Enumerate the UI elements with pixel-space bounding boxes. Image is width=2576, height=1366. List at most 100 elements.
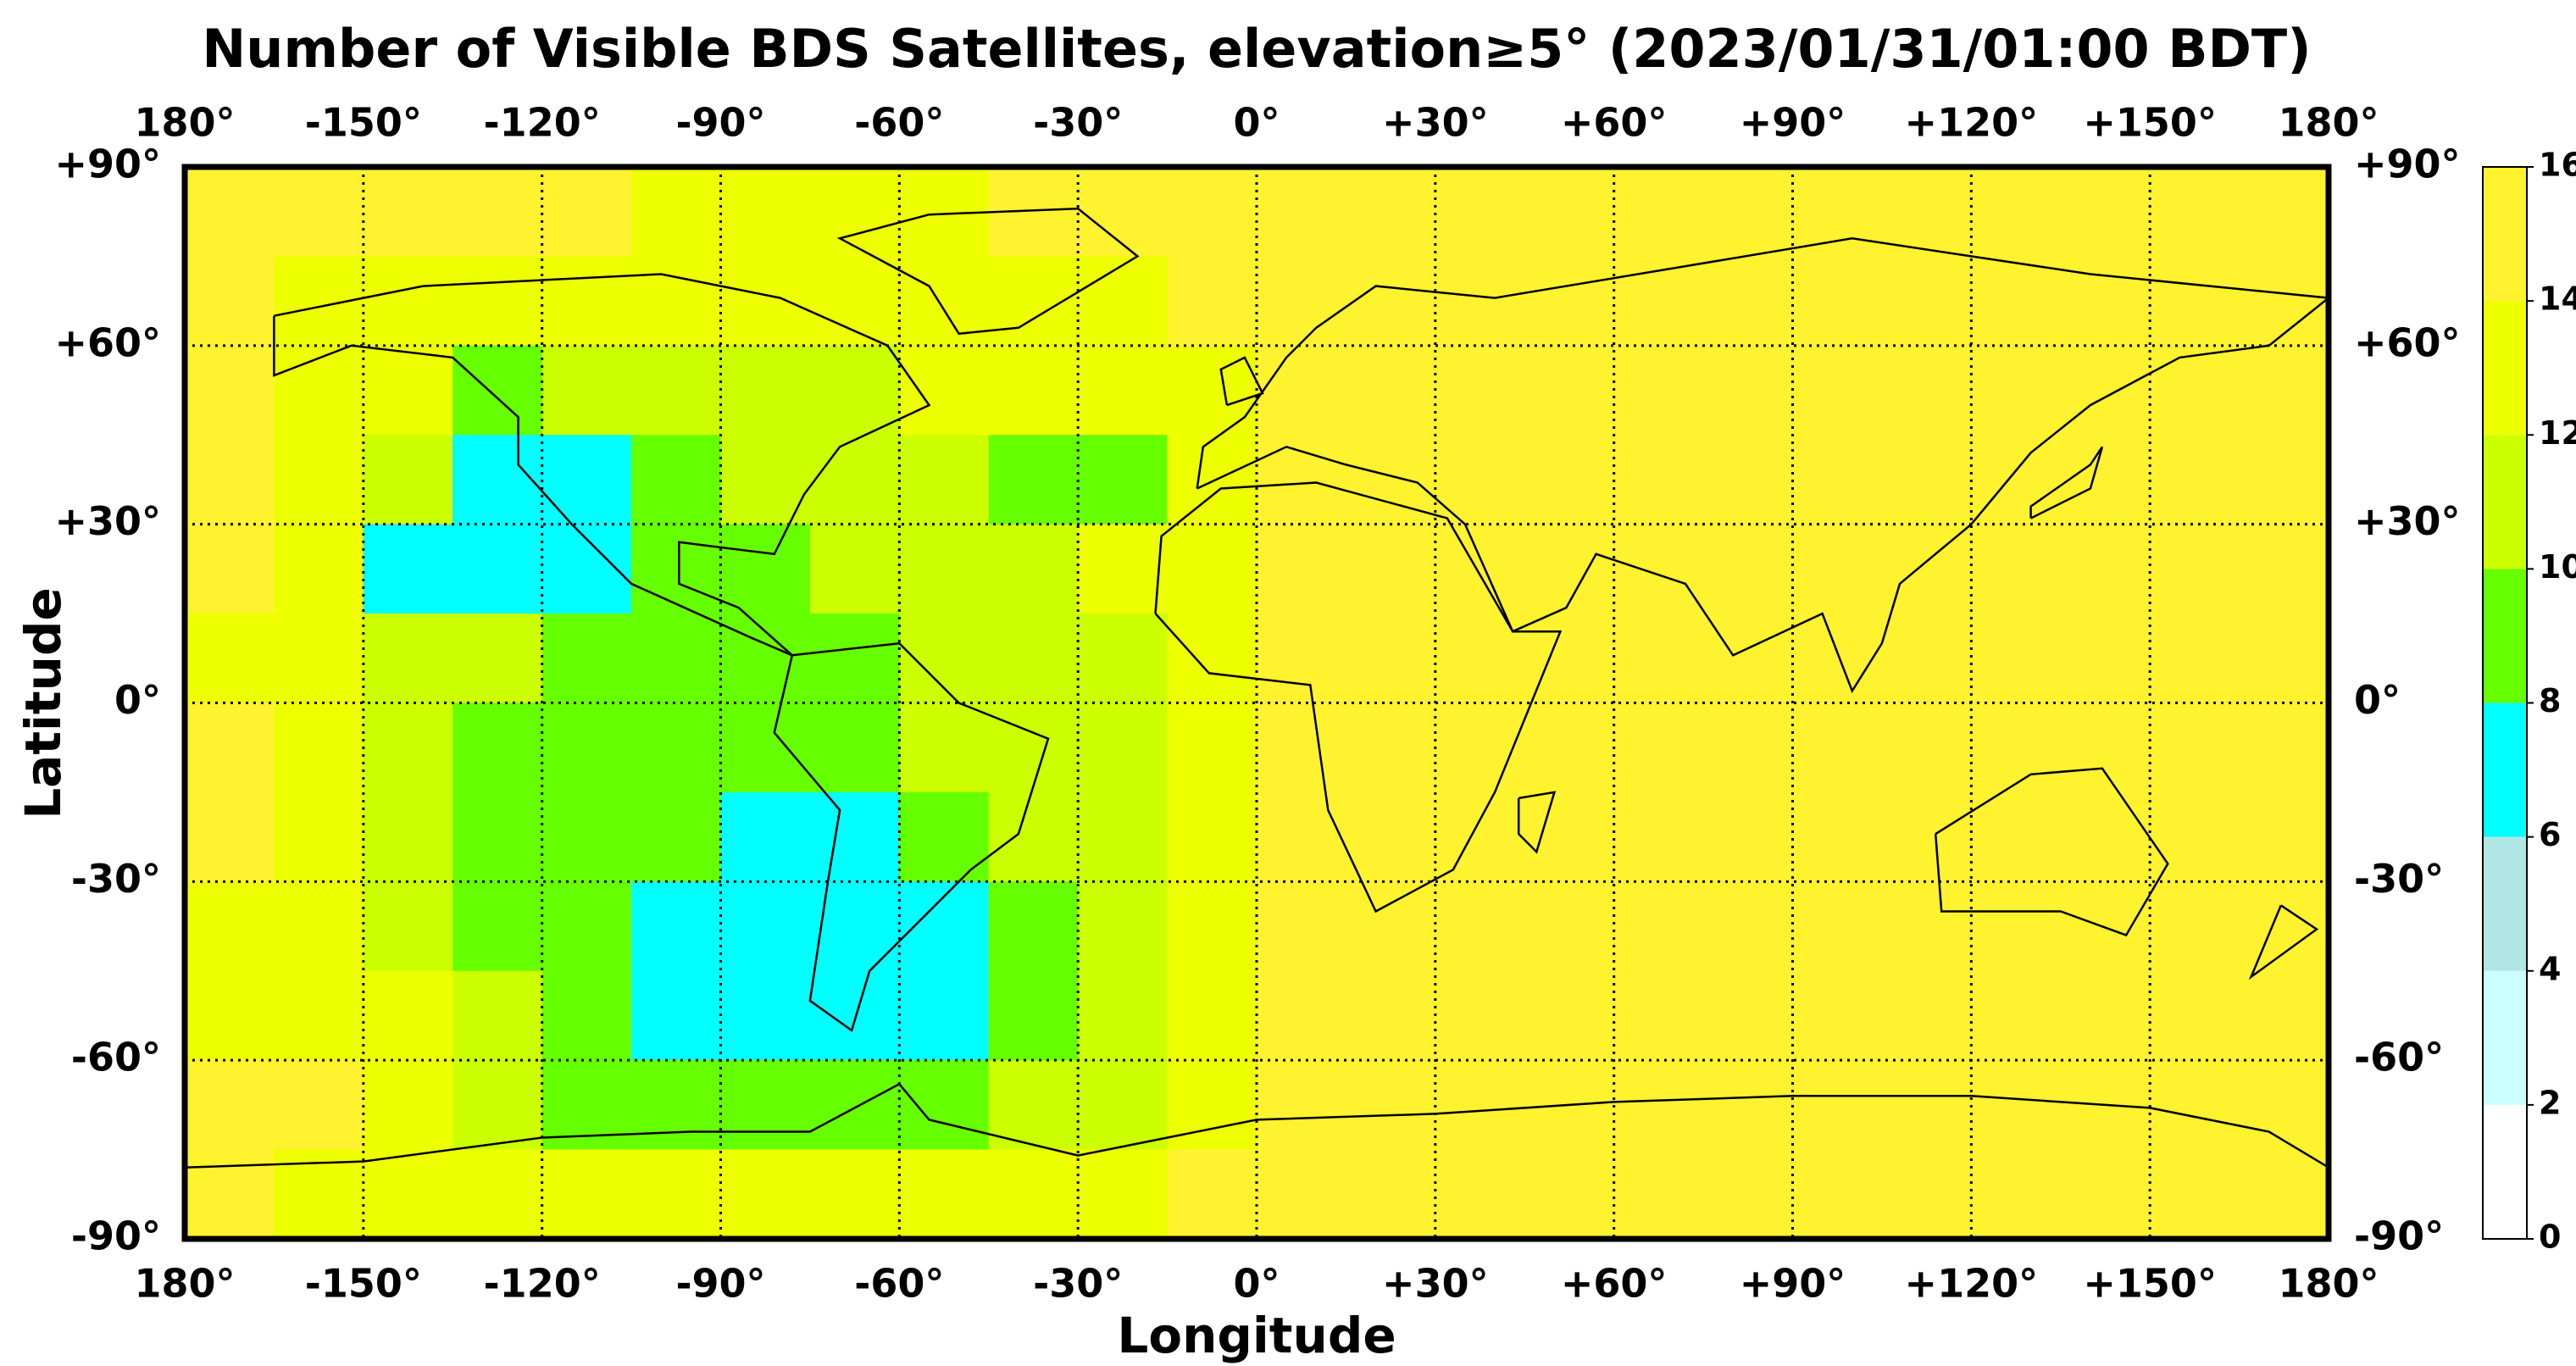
heat-cell bbox=[899, 1149, 990, 1240]
heat-cell bbox=[809, 881, 900, 972]
heat-cell bbox=[1257, 1060, 1347, 1151]
y-tick-label: -90° bbox=[71, 1213, 161, 1259]
heat-cell bbox=[631, 970, 722, 1061]
heatmap bbox=[185, 167, 2329, 1240]
heat-cell bbox=[720, 524, 811, 614]
heat-cell bbox=[1346, 256, 1436, 347]
heat-cell bbox=[2150, 345, 2240, 436]
heat-cell bbox=[1346, 345, 1436, 436]
heat-cell bbox=[1613, 1060, 1704, 1151]
colorbar-tick-label: 10 bbox=[2539, 548, 2576, 586]
heat-cell bbox=[1524, 881, 1615, 972]
heat-cell bbox=[2239, 256, 2329, 347]
heat-cell bbox=[1881, 345, 1972, 436]
heat-cell bbox=[720, 702, 811, 793]
heat-cell bbox=[2060, 167, 2151, 258]
heat-cell bbox=[1346, 435, 1436, 525]
heat-cell bbox=[1792, 614, 1883, 704]
heat-cell bbox=[809, 702, 900, 793]
heat-cell bbox=[1346, 970, 1436, 1061]
x-tick-label-top: 180° bbox=[134, 100, 235, 146]
heat-cell bbox=[363, 167, 453, 258]
heat-cell bbox=[1435, 1149, 1525, 1240]
heat-cell bbox=[1792, 435, 1883, 525]
y-tick-label: 0° bbox=[114, 677, 161, 723]
heat-cell bbox=[2239, 167, 2329, 258]
chart-title: Number of Visible BDS Satellites, elevat… bbox=[202, 18, 2311, 80]
heat-cell bbox=[541, 881, 632, 972]
heat-cell bbox=[363, 614, 453, 704]
plot-frame bbox=[181, 164, 2332, 1242]
heat-cell bbox=[1435, 345, 1525, 436]
heat-cell bbox=[452, 167, 543, 258]
heat-cell bbox=[1971, 345, 2062, 436]
heat-cell bbox=[1971, 970, 2062, 1061]
y-tick-label: -60° bbox=[71, 1035, 161, 1080]
heat-cell bbox=[1792, 702, 1883, 793]
heat-cell bbox=[1971, 881, 2062, 972]
heat-cell bbox=[988, 970, 1079, 1061]
x-tick-label: -120° bbox=[484, 1261, 601, 1307]
heat-cell bbox=[631, 1060, 722, 1151]
heat-cell bbox=[2150, 167, 2240, 258]
heat-cell bbox=[2060, 256, 2151, 347]
coastline bbox=[773, 641, 1050, 1033]
heat-cell bbox=[1078, 1149, 1169, 1240]
heat-cell bbox=[1703, 791, 1794, 882]
heat-cell bbox=[1346, 702, 1436, 793]
x-tick-label: 180° bbox=[134, 1261, 235, 1307]
heat-cell bbox=[541, 702, 632, 793]
coastline bbox=[2029, 446, 2104, 519]
coastline bbox=[273, 273, 931, 657]
coastline bbox=[2248, 904, 2319, 980]
heat-cell bbox=[363, 791, 453, 882]
heat-cell bbox=[1792, 256, 1883, 347]
heat-cell bbox=[1167, 435, 1257, 525]
heat-cell bbox=[1524, 435, 1615, 525]
heat-cell bbox=[1078, 970, 1169, 1061]
x-axis-label: Longitude bbox=[1117, 1307, 1396, 1364]
colorbar-bin bbox=[2483, 435, 2527, 569]
heat-cell bbox=[1078, 1060, 1169, 1151]
heat-cell bbox=[541, 435, 632, 525]
heat-cell bbox=[1346, 524, 1436, 614]
heat-cell bbox=[2150, 1060, 2240, 1151]
heat-cell bbox=[363, 435, 453, 525]
heat-cell bbox=[988, 345, 1079, 436]
heat-cell bbox=[1881, 614, 1972, 704]
heat-cell bbox=[1257, 524, 1347, 614]
heat-cell bbox=[1167, 524, 1257, 614]
coastline bbox=[184, 1082, 2329, 1169]
colorbar-tick-label: 14 bbox=[2539, 280, 2576, 318]
heat-cell bbox=[2060, 435, 2151, 525]
heat-cell bbox=[809, 1149, 900, 1240]
heat-cell bbox=[631, 702, 722, 793]
heat-cell bbox=[899, 345, 990, 436]
heat-cell bbox=[988, 435, 1079, 525]
heat-cell bbox=[1257, 791, 1347, 882]
heat-cell bbox=[1971, 702, 2062, 793]
heat-cell bbox=[1971, 791, 2062, 882]
x-tick-label-top: -90° bbox=[675, 100, 765, 146]
heat-cell bbox=[1078, 614, 1169, 704]
heat-cell bbox=[2239, 1149, 2329, 1240]
colorbar-bin bbox=[2483, 970, 2527, 1105]
heat-cell bbox=[1524, 256, 1615, 347]
heat-cell bbox=[988, 614, 1079, 704]
heat-cell bbox=[1881, 791, 1972, 882]
heat-cell bbox=[1792, 345, 1883, 436]
heat-cell bbox=[1792, 167, 1883, 258]
heat-cell bbox=[185, 167, 275, 258]
heat-cell bbox=[720, 970, 811, 1061]
heat-cell bbox=[1881, 970, 1972, 1061]
heat-cell bbox=[452, 702, 543, 793]
heat-cell bbox=[631, 524, 722, 614]
heat-cell bbox=[1613, 702, 1704, 793]
coastline bbox=[1196, 237, 2332, 694]
heat-cell bbox=[899, 702, 990, 793]
heat-cell bbox=[1703, 1060, 1794, 1151]
colorbar-bin bbox=[2483, 301, 2527, 436]
heat-cell bbox=[541, 345, 632, 436]
heat-cell bbox=[2150, 435, 2240, 525]
heat-cell bbox=[1613, 970, 1704, 1061]
